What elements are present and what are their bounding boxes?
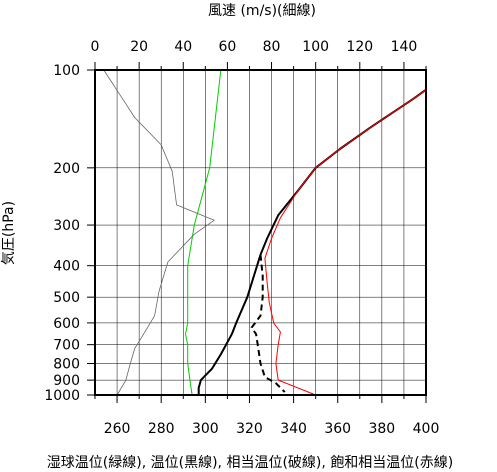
top-tick-label: 80: [263, 39, 281, 55]
top-tick-label: 60: [218, 39, 236, 55]
series-line-飽和相当温位: [264, 89, 427, 396]
series-line-風速: [103, 69, 215, 396]
bottom-tick-label: 360: [324, 421, 351, 437]
left-tick-label: 1000: [44, 388, 80, 404]
series-line-湿球温位: [185, 69, 222, 396]
left-tick-label: 500: [53, 290, 80, 306]
series-line-相当温位: [250, 254, 286, 393]
left-tick-label: 300: [53, 218, 80, 234]
top-tick-label: 100: [302, 39, 329, 55]
left-tick-label: 400: [53, 259, 80, 275]
series-layer: [103, 69, 427, 396]
bottom-tick-label: 340: [280, 421, 307, 437]
left-tick-label: 900: [53, 373, 80, 389]
left-tick-label: 800: [53, 357, 80, 373]
top-tick-label: 40: [174, 39, 192, 55]
left-tick-label: 700: [53, 338, 80, 354]
y-axis-title: 気圧(hPa): [1, 201, 17, 265]
top-axis-ticks: 0 20 40 60 80 100 120 140: [91, 39, 427, 70]
bottom-tick-label: 380: [368, 421, 395, 437]
bottom-tick-label: 300: [192, 421, 219, 437]
plot-frame: [94, 69, 427, 396]
bottom-tick-label: 280: [148, 421, 175, 437]
bottom-axis-title: 湿球温位(緑線), 温位(黒線), 相当温位(破線), 飽和相当温位(赤線): [47, 454, 453, 471]
bottom-axis-ticks: 260 280 300 320 340 360 380 400: [94, 395, 440, 437]
top-tick-label: 20: [130, 39, 148, 55]
series-line-温位: [197, 88, 427, 395]
grid-lines: [94, 69, 427, 396]
left-tick-label: 200: [53, 161, 80, 177]
top-axis-title: 風速 (m/s)(細線): [208, 3, 316, 19]
left-tick-label: 600: [53, 316, 80, 332]
top-tick-label: 140: [391, 39, 418, 55]
top-tick-label: 0: [91, 39, 100, 55]
bottom-tick-label: 260: [104, 421, 131, 437]
bottom-tick-label: 320: [236, 421, 263, 437]
top-tick-label: 120: [346, 39, 373, 55]
bottom-tick-label: 400: [413, 421, 440, 437]
left-tick-label: 100: [53, 63, 80, 79]
